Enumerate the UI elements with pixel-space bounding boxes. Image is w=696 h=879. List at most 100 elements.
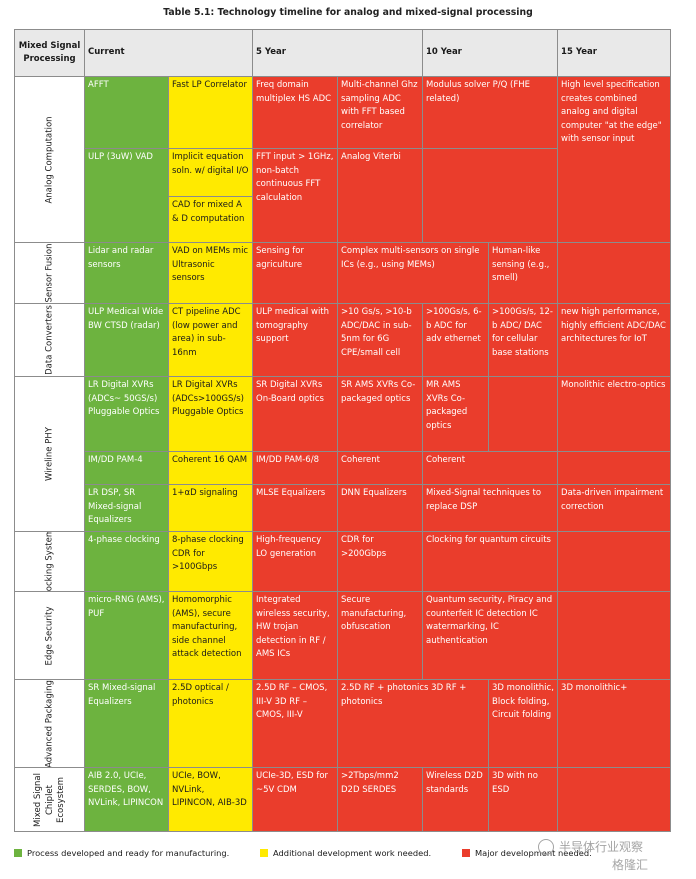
cell: LR Digital XVRs (ADCs>100GS/s) Pluggable… [168,376,253,452]
cell: Quantum security, Piracy and counterfeit… [422,591,559,680]
cell: Homomorphic (AMS), secure manufacturing,… [168,591,253,680]
cell: Fast LP Correlator [168,76,253,149]
cell: Integrated wireless security, HW trojan … [252,591,338,680]
table-title: Table 5.1: Technology timeline for analo… [163,7,533,18]
header-category: Mixed Signal Processing [14,29,85,77]
cell: UCIe-3D, ESD for ~5V CDM [252,767,338,832]
cell: High level specification creates combine… [557,76,672,243]
legend-red: Major development needed. [462,848,668,858]
cell: CT pipeline ADC (low power and area) in … [168,303,253,377]
cell: IM/DD PAM-6/8 [252,451,338,485]
cell: LR DSP, SR Mixed-signal Equalizers [84,484,169,532]
table-row: Analog Computation AFFT Fast LP Correlat… [14,76,672,243]
cell: Data-driven impairment correction [557,484,672,532]
cell [557,767,672,832]
timeline-table: Mixed Signal Processing Current 5 Year 1… [14,29,672,832]
cell: 2.5D optical / photonics [168,679,253,768]
table-row: Data Converters ULP Medical Wide BW CTSD… [14,303,672,377]
cell: >2Tbps/mm2 D2D SERDES [336,767,424,832]
table-row: Wireline PHY LR Digital XVRs (ADCs~ 50GS… [14,376,672,532]
table-row: CAD for mixed A & D computation [15,196,671,243]
watermark-text: 半导体行业观察 [559,840,644,854]
table-row: Mixed Signal Chiplet Ecosystem AIB 2.0, … [14,767,672,832]
header-row: Mixed Signal Processing Current 5 Year 1… [14,29,672,77]
cell: micro-RNG (AMS), PUF [84,591,169,680]
cell: new high performance, highly efficient A… [557,303,672,377]
cell: ULP (3uW) VAD [84,148,169,243]
row-label-converters: Data Converters [14,303,85,377]
legend-yellow: Additional development work needed. [260,848,431,858]
cell: Implicit equation soln. w/ digital I/O [168,148,253,197]
cell: Lidar and radar sensors [84,242,169,304]
cell: Wireless D2D standards [422,767,490,832]
cell [557,242,672,304]
cell: CDR for >200Gbps [336,531,424,592]
cell: Monolithic electro-optics [557,376,672,452]
cell: >100Gs/s, 12-b ADC/ DAC for cellular bas… [488,303,559,377]
table-row: Sensor Fusion Lidar and radar sensors VA… [14,242,672,304]
row-label-chiplet: Mixed Signal Chiplet Ecosystem [14,767,85,832]
header-10-year: 10 Year [422,29,559,77]
wechat-logo-icon [538,838,554,855]
header-5-year: 5 Year [251,29,424,77]
cell: 8-phase clocking CDR for >100Gbps [168,531,253,592]
cell: FFT input > 1GHz, non-batch continuous F… [252,148,338,243]
header-15-year: 15 Year [557,29,672,77]
cell: UCIe, BOW, NVLink, LIPINCON, AIB-3D [168,767,253,832]
legend-yellow-swatch [260,849,268,857]
cell: DNN Equalizers [336,484,424,532]
cell: ULP Medical Wide BW CTSD (radar) [84,303,169,377]
cell: Multi-channel Ghz sampling ADC with FFT … [336,76,424,149]
cell: ULP medical with tomography support [252,303,338,377]
cell: SR Mixed-signal Equalizers [84,679,169,768]
row-label-sensor: Sensor Fusion [14,242,85,304]
cell: Complex multi-sensors on single ICs (e.g… [336,242,490,304]
cell: Mixed-Signal techniques to replace DSP [422,484,559,532]
cell: 3D monolithic, Block folding, Circuit fo… [488,679,559,768]
table-row: Edge Security micro-RNG (AMS), PUF Homom… [14,591,672,680]
cell [557,531,672,592]
row-label-clocking: Clocking Systems [14,531,85,592]
cell: MR AMS XVRs Co-packaged optics [422,376,490,452]
cell: Coherent [422,451,559,485]
cell [488,376,559,452]
cell: SR AMS XVRs Co-packaged optics [336,376,424,452]
cell: CAD for mixed A & D computation [168,196,253,243]
cell: Modulus solver P/Q (FHE related) [422,76,559,149]
legend-red-label: Major development needed. [475,848,592,858]
cell: Sensing for agriculture [252,242,338,304]
cell: SR Digital XVRs On-Board optics [252,376,338,452]
cell: Clocking for quantum circuits [422,531,559,592]
legend-green: Process developed and ready for manufact… [14,848,229,858]
table-row: Clocking Systems 4-phase clocking 8-phas… [14,531,672,592]
row-label-packaging: Advanced Packaging [14,679,85,768]
cell: Analog Viterbi [336,148,424,243]
cell: 1+αD signaling [168,484,253,532]
cell: 3D with no ESD [488,767,559,832]
cell: 3D monolithic+ [557,679,672,768]
cell: IM/DD PAM-4 [84,451,169,485]
row-label-analog: Analog Computation [14,76,85,243]
table-row: Advanced Packaging SR Mixed-signal Equal… [14,679,672,768]
cell: Coherent [336,451,424,485]
cell: Human-like sensing (e.g., smell) [488,242,559,304]
cell: AFFT [84,76,169,149]
cell: 2.5D RF + photonics 3D RF + photonics [336,679,490,768]
table-row: ULP (3uW) VAD Implicit equation soln. w/… [15,148,671,243]
row-label-wireline: Wireline PHY [14,376,85,532]
cell [557,451,672,485]
cell: 2.5D RF – CMOS, III-V 3D RF – CMOS, III-… [252,679,338,768]
table-row: LR DSP, SR Mixed-signal Equalizers 1+αD … [15,484,672,532]
cell: Coherent 16 QAM [168,451,253,485]
cell: >100Gs/s, 6-b ADC for adv ethernet [422,303,490,377]
cell: 4-phase clocking [84,531,169,592]
cell: Secure manufacturing, obfuscation [336,591,424,680]
row-label-security: Edge Security [14,591,85,680]
cell: >10 Gs/s, >10-b ADC/DAC in sub-5nm for 6… [336,303,424,377]
legend-green-swatch [14,849,22,857]
legend-green-label: Process developed and ready for manufact… [27,848,230,858]
legend-yellow-label: Additional development work needed. [273,848,432,858]
cell: AIB 2.0, UCIe, SERDES, BOW, NVLink, LIPI… [84,767,169,832]
legend-red-swatch [462,849,470,857]
watermark-top: 半导体行业观察 [538,838,643,855]
